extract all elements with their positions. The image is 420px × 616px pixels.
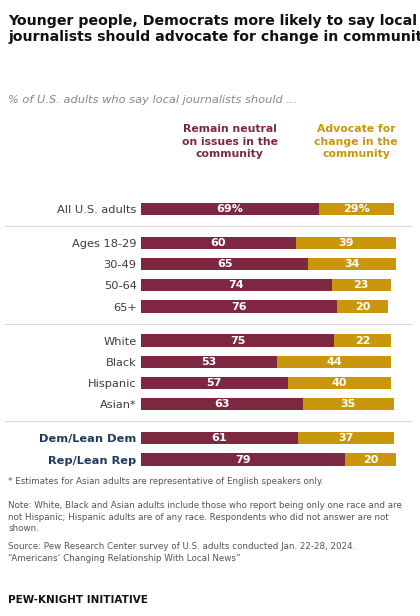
Text: 29%: 29% [343,204,370,214]
Bar [319,203,394,215]
Bar [141,279,332,291]
Text: 76: 76 [231,302,247,312]
Text: 69%: 69% [216,204,243,214]
Text: 63: 63 [214,399,230,409]
Bar [141,258,308,270]
Bar [141,377,288,389]
Text: Remain neutral
on issues in the
community: Remain neutral on issues in the communit… [182,124,278,160]
Bar [334,334,391,347]
Bar [141,203,319,215]
Bar [337,301,388,313]
Text: % of U.S. adults who say local journalists should ...: % of U.S. adults who say local journalis… [8,95,298,105]
Bar [141,398,303,410]
Text: Source: Pew Research Center survey of U.S. adults conducted Jan. 22-28, 2024.
“A: Source: Pew Research Center survey of U.… [8,542,356,563]
Bar [141,301,337,313]
Text: 53: 53 [202,357,217,367]
Text: 39: 39 [338,238,354,248]
Text: 75: 75 [230,336,245,346]
Bar [141,237,296,249]
Bar [141,453,344,466]
Text: 37: 37 [338,433,354,444]
Text: 40: 40 [332,378,347,388]
Bar [278,355,391,368]
Text: Advocate for
change in the
community: Advocate for change in the community [314,124,398,160]
Bar [303,398,394,410]
Bar [332,279,391,291]
Bar [308,258,396,270]
Text: 79: 79 [235,455,250,464]
Text: 65: 65 [217,259,232,269]
Text: PEW-KNIGHT INITIATIVE: PEW-KNIGHT INITIATIVE [8,595,148,605]
Text: 22: 22 [355,336,370,346]
Bar [344,453,396,466]
Text: * Estimates for Asian adults are representative of English speakers only.: * Estimates for Asian adults are represe… [8,477,324,487]
Text: 57: 57 [207,378,222,388]
Text: 20: 20 [355,302,370,312]
Text: Younger people, Democrats more likely to say local
journalists should advocate f: Younger people, Democrats more likely to… [8,14,420,44]
Text: 20: 20 [362,455,378,464]
Bar [141,355,278,368]
Bar [298,432,394,445]
Bar [141,432,298,445]
Text: 74: 74 [228,280,244,290]
Text: Note: White, Black and Asian adults include those who report being only one race: Note: White, Black and Asian adults incl… [8,501,402,533]
Text: 35: 35 [341,399,356,409]
Text: 61: 61 [212,433,227,444]
Text: 23: 23 [354,280,369,290]
Text: 44: 44 [326,357,342,367]
Bar [296,237,396,249]
Bar [288,377,391,389]
Bar [141,334,334,347]
Text: 34: 34 [344,259,360,269]
Text: 60: 60 [210,238,226,248]
